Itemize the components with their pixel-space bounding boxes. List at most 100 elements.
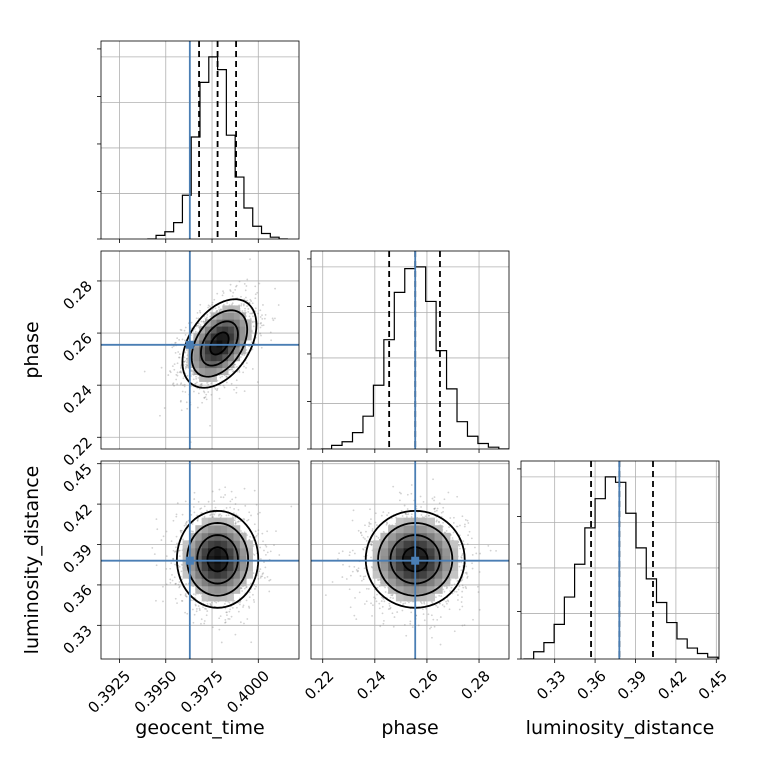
sample-point	[246, 519, 248, 522]
sample-point	[363, 567, 366, 570]
sample-point	[460, 569, 463, 572]
sample-point	[442, 510, 444, 513]
sample-point	[256, 291, 259, 294]
sample-point	[244, 309, 246, 312]
sample-point	[240, 295, 242, 298]
sample-point	[363, 555, 366, 558]
sample-point	[380, 596, 383, 599]
sample-point	[263, 576, 266, 579]
density-cell	[222, 353, 229, 362]
sample-point	[348, 565, 351, 568]
density-cell	[233, 578, 241, 587]
sample-point	[243, 390, 246, 393]
density-cell	[216, 340, 223, 348]
sample-point	[348, 554, 351, 557]
density-cell	[210, 360, 217, 369]
density-cell	[214, 555, 222, 564]
sample-point	[464, 571, 467, 574]
sample-point	[264, 544, 267, 547]
sample-point	[345, 578, 348, 580]
sample-point	[253, 554, 256, 556]
density-cell	[214, 525, 222, 534]
sample-point	[461, 605, 464, 608]
sample-point	[175, 373, 178, 376]
sample-point	[433, 496, 436, 499]
sample-point	[210, 382, 213, 385]
sample-point	[368, 523, 371, 525]
sample-point	[365, 530, 367, 533]
sample-point	[254, 307, 257, 310]
sample-point	[257, 322, 260, 325]
sample-point	[461, 578, 464, 581]
sample-point	[231, 498, 234, 501]
density-cell	[193, 340, 200, 348]
sample-point	[457, 594, 459, 596]
sample-point	[435, 520, 438, 523]
sample-point	[386, 522, 389, 525]
sample-point	[218, 617, 221, 620]
sample-point	[197, 317, 200, 320]
sample-point	[243, 531, 246, 534]
sample-point	[406, 508, 409, 510]
sample-point	[435, 509, 438, 512]
density-cell	[220, 570, 228, 579]
sample-point	[478, 608, 481, 611]
sample-point	[458, 585, 461, 588]
density-cell	[220, 555, 228, 564]
sample-point	[203, 505, 206, 508]
scatter-panel-phase-luminosity_distance	[311, 461, 509, 659]
sample-point	[353, 614, 356, 617]
density-cell	[195, 525, 203, 534]
sample-point	[459, 524, 461, 527]
sample-point	[210, 393, 213, 396]
density-cell	[210, 374, 217, 382]
sample-point	[382, 622, 385, 625]
density-cell	[228, 326, 235, 334]
sample-point	[445, 600, 447, 603]
sample-point	[274, 317, 276, 320]
density-cell	[216, 333, 223, 341]
sample-point	[383, 619, 385, 622]
sample-point	[181, 390, 184, 393]
sample-point	[174, 342, 176, 344]
sample-point	[176, 602, 178, 605]
sample-point	[248, 511, 251, 514]
sample-point	[471, 562, 473, 565]
sample-point	[357, 567, 360, 570]
sample-point	[420, 602, 423, 605]
sample-point	[175, 515, 178, 518]
sample-point	[222, 292, 225, 294]
sample-point	[195, 325, 198, 328]
sample-point	[227, 617, 230, 620]
sample-point	[370, 543, 373, 546]
sample-point	[427, 613, 430, 616]
density-cell	[188, 540, 196, 549]
sample-point	[452, 522, 455, 524]
sample-point	[399, 601, 402, 603]
sample-point	[458, 545, 461, 547]
sample-point	[458, 561, 460, 564]
sample-point	[184, 611, 186, 614]
sample-point	[259, 568, 262, 571]
sample-point	[202, 606, 204, 609]
sample-point	[380, 600, 383, 602]
density-cell	[245, 333, 252, 341]
sample-point	[202, 320, 205, 323]
sample-point	[211, 303, 213, 306]
sample-point	[200, 382, 203, 385]
contour-1	[206, 546, 229, 573]
density-cell	[227, 555, 234, 564]
sample-point	[382, 530, 385, 533]
sample-point	[374, 521, 377, 524]
sample-point	[184, 351, 187, 354]
sample-point	[360, 534, 363, 537]
density-cell	[201, 540, 209, 549]
density-cell	[204, 333, 212, 341]
density-cell	[204, 346, 212, 355]
density-cell	[208, 555, 215, 564]
sample-point	[249, 312, 252, 315]
sample-point	[213, 513, 216, 516]
sample-point	[185, 595, 188, 598]
sample-point	[184, 500, 187, 503]
sample-point	[155, 599, 157, 602]
